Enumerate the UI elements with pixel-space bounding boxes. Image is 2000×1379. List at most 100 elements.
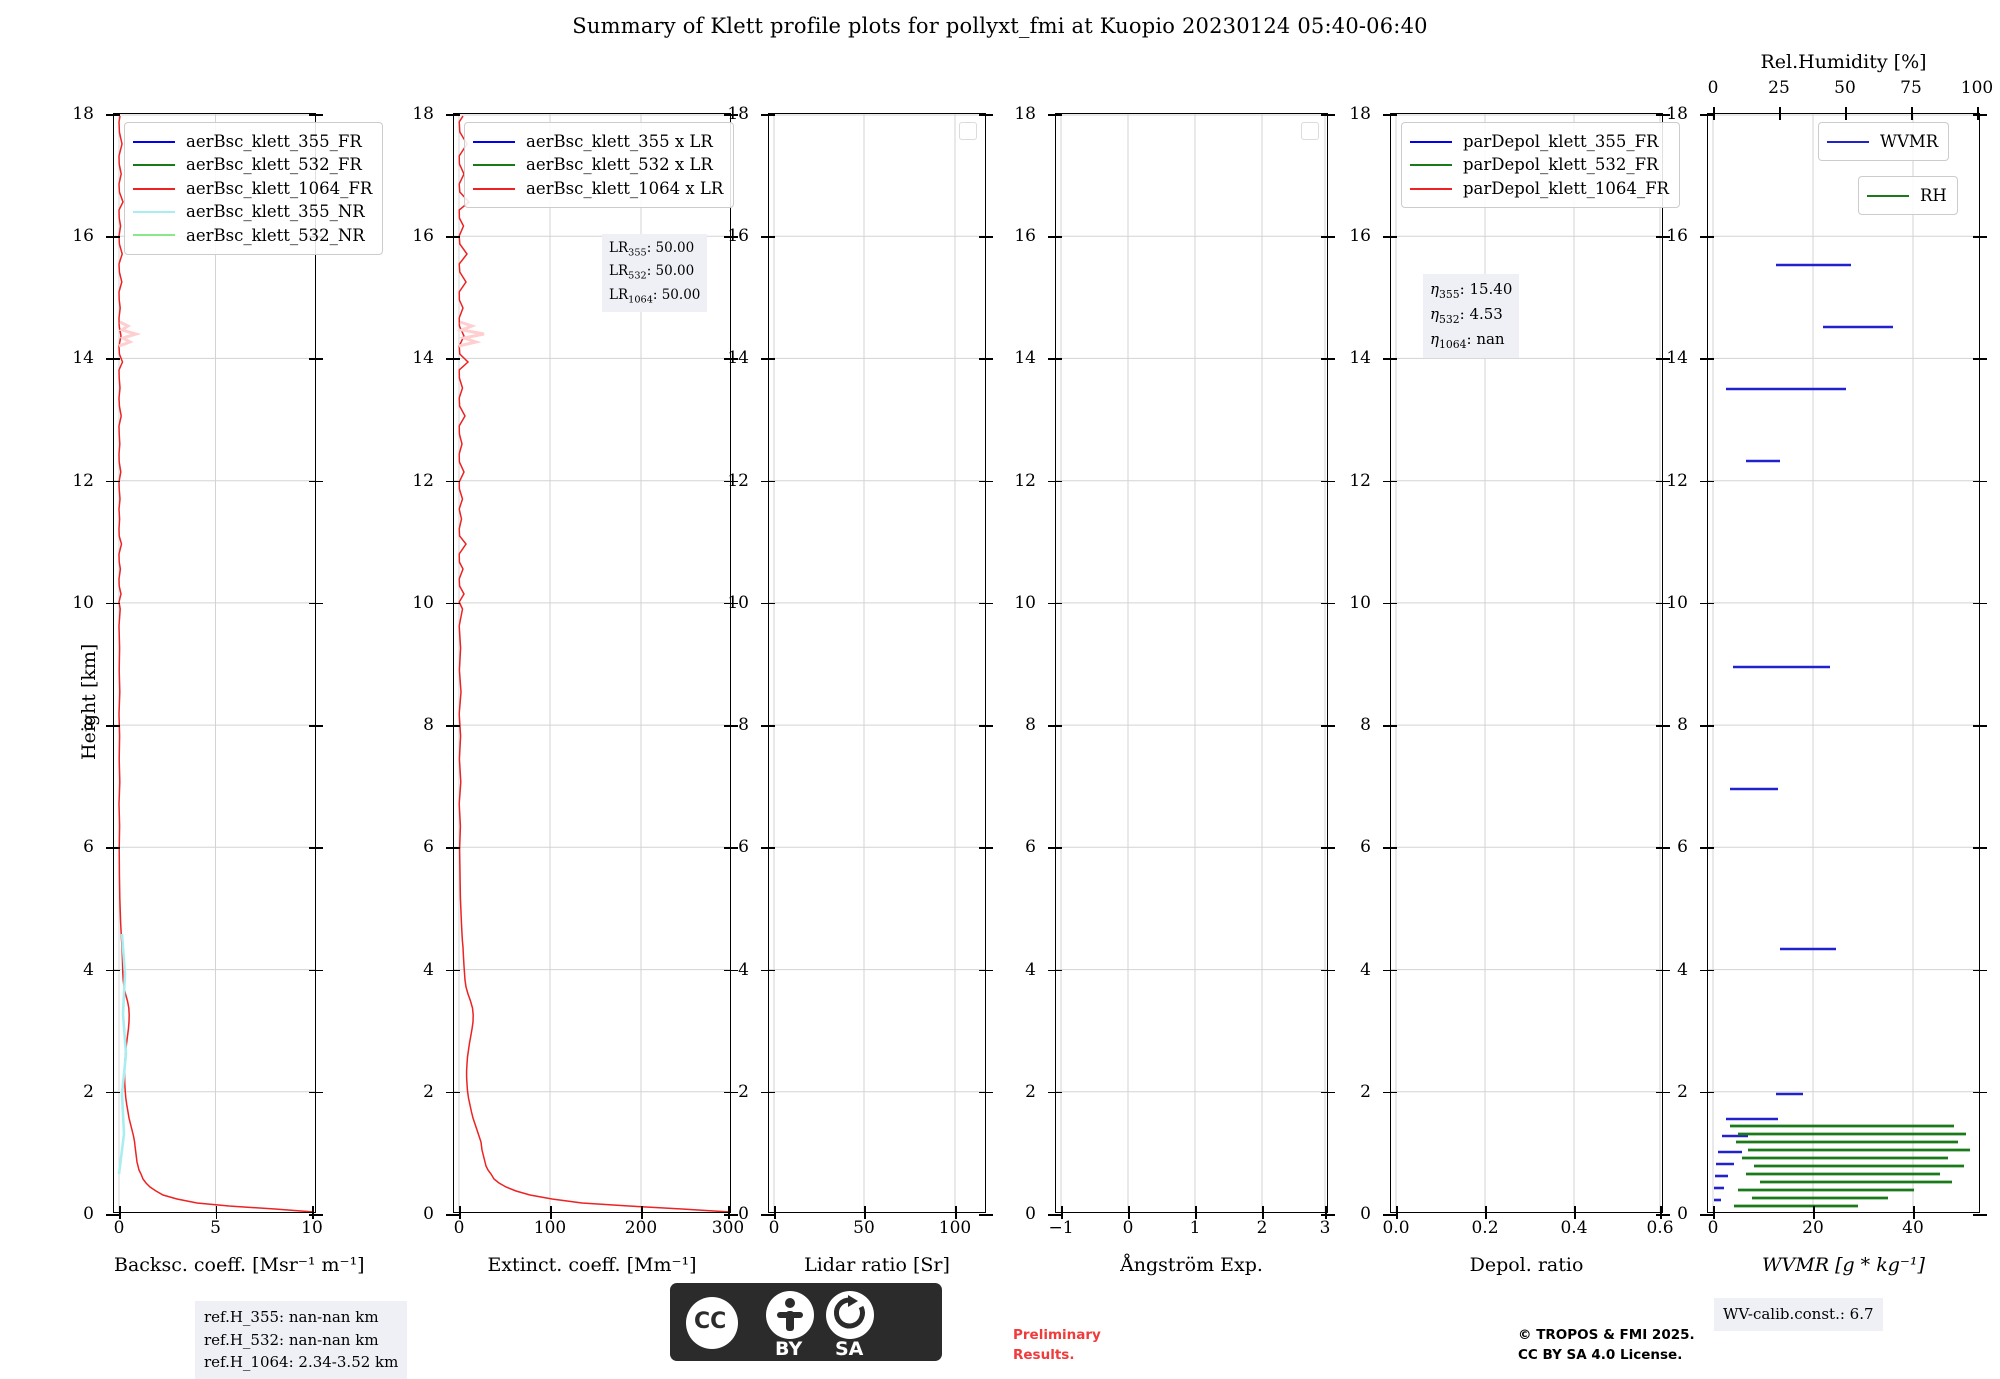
y-tick [761,1091,775,1094]
y-tick-right [724,969,738,972]
y-tick-right [1656,480,1670,483]
y-tick-label: 2 [1677,1081,1688,1102]
y-tick-label: 16 [1666,226,1688,247]
cc-license-badge[interactable]: CC BY SA [670,1283,942,1361]
y-tick-right [1973,236,1987,238]
y-tick-right [979,236,993,238]
trace-aerBsc-355-NR [117,933,128,1175]
y-tick [1700,847,1714,849]
x-axis-label-text: Backsc. coeff. [Msr⁻¹ m⁻¹] [114,1254,365,1276]
legend-depol-ratio: parDepol_klett_355_FR parDepol_klett_532… [1401,122,1680,209]
legend-item[interactable]: aerBsc_klett_1064 x LR [473,177,723,200]
y-tick-right [724,847,738,849]
preliminary-line-2: Results. [1013,1346,1075,1363]
y-tick-right [1973,1091,1987,1094]
legend-swatch-pardepol-532 [1410,164,1452,167]
legend-item[interactable]: aerBsc_klett_355_NR [133,200,372,223]
y-tick-label: 6 [738,837,749,858]
x-tick [774,1206,776,1219]
y-tick [106,480,120,483]
trace-aerBsc-1064-FR [118,115,315,1212]
y-tick-right [724,114,738,116]
legend-label: aerBsc_klett_1064_FR [186,178,373,198]
legend-item[interactable]: aerBsc_klett_355 x LR [473,130,723,153]
y-tick-label: 14 [1666,348,1688,369]
y-tick-label: 0 [83,1204,94,1224]
y-tick [761,602,775,605]
x-tick-label: 0.6 [1646,1218,1674,1238]
x-tick [1128,1206,1130,1219]
lr-532-sub: 532 [628,270,647,282]
y-tick [1700,969,1714,972]
credit-line-1: © TROPOS & FMI 2025. [1518,1327,1695,1343]
y-tick-right [1656,236,1670,238]
legend-item[interactable]: parDepol_klett_1064_FR [1410,177,1669,200]
eta-1064-value: nan [1476,330,1505,349]
y-tick-right [309,1214,323,1216]
y-tick-label: 10 [1014,592,1036,613]
y-tick-label: 10 [1349,592,1371,613]
y-tick [446,236,460,238]
trace-aerBsc-532-NR [118,320,142,348]
legend-swatch-pardepol-1064 [1410,187,1452,190]
eta-355-sub: 355 [1439,288,1460,301]
y-tick-right [724,236,738,238]
y-tick-label: 18 [412,104,434,124]
panel-angstrom: 0 2 4 6 8 10 12 14 16 18 −1 0 1 2 3 Ångs… [1014,104,1335,1276]
y-tick-right [309,969,323,972]
y-tick-right [1656,358,1670,360]
y-tick [446,847,460,849]
y-tick-right [1973,114,1987,116]
y-tick-right [724,1214,738,1216]
lr-1064-row: LR1064: 50.00 [609,286,701,306]
panel-backscatter: 0 2 4 6 8 10 12 14 16 18 0 5 10 Backsc. … [72,104,384,1276]
y-tick-right [979,480,993,483]
y-tick-right [1321,1214,1335,1216]
plot-area-water-vapour [1708,114,1979,1212]
x-tick-label: 5 [210,1218,221,1238]
x-tick-label-top: 0 [1707,78,1719,98]
y-tick [106,358,120,360]
legend-item[interactable]: parDepol_klett_532_FR [1410,153,1669,176]
trace-extinct-532-nr [456,320,485,348]
y-tick-label: 8 [738,715,749,736]
legend-item[interactable]: aerBsc_klett_532 x LR [473,153,723,176]
legend-item[interactable]: RH [1867,184,1947,207]
x-tick-label-top: 25 [1768,78,1790,98]
legend-backscatter: aerBsc_klett_355_FR aerBsc_klett_532_FR … [124,122,384,256]
y-tick-right [979,969,993,972]
y-tick-right [1973,1214,1987,1216]
legend-rh: RH [1858,176,1958,216]
y-tick [1700,358,1714,360]
y-tick-right [979,358,993,360]
legend-item[interactable]: WVMR [1827,130,1938,153]
legend-extinction: aerBsc_klett_355 x LR aerBsc_klett_532 x… [464,122,735,209]
legend-item[interactable]: aerBsc_klett_532_NR [133,224,372,247]
eta-355-row: η355: 15.40 [1430,280,1513,301]
x-tick [864,1206,866,1219]
x-tick [641,1206,643,1219]
y-tick [446,480,460,483]
y-axis-label: Height [km] [78,643,100,760]
y-tick-label: 6 [1025,837,1036,858]
legend-item[interactable]: aerBsc_klett_1064_FR [133,177,372,200]
legend-swatch-1064-lr [473,187,515,190]
panel-depol-ratio: 0 2 4 6 8 10 12 14 16 18 0.0 0.2 0.4 0.6… [1349,104,1680,1276]
y-tick [446,969,460,972]
legend-swatch-rh [1867,194,1909,197]
y-tick [1383,358,1397,360]
share-alike-icon [833,1295,865,1329]
eta-annotation: η355: 15.40 η532: 4.53 η1064: nan [1423,274,1520,358]
y-tick [1383,969,1397,972]
x-axis-label-depol-ratio: Depol. ratio [1391,1254,1662,1276]
legend-swatch-532-lr [473,164,515,167]
y-tick-right [979,847,993,849]
y-tick-label: 0 [1360,1204,1371,1224]
legend-item[interactable]: aerBsc_klett_355_FR [133,130,372,153]
legend-item[interactable]: parDepol_klett_355_FR [1410,130,1669,153]
y-tick [1700,1214,1714,1216]
legend-item[interactable]: aerBsc_klett_532_FR [133,153,372,176]
y-tick-label: 18 [1014,104,1036,124]
legend-swatch-pardepol-355 [1410,140,1452,143]
legend-label: WVMR [1880,132,1939,151]
